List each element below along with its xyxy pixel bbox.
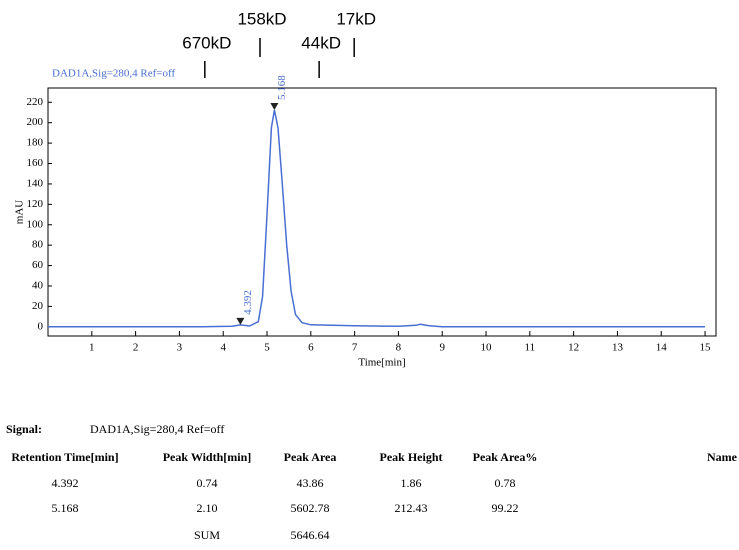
peak-label: 5.168: [276, 75, 288, 100]
table-cell: 0.78: [495, 476, 516, 490]
x-tick-label: 1: [89, 342, 95, 354]
x-tick-label: 15: [700, 342, 712, 354]
y-tick-label: 120: [27, 198, 44, 210]
x-tick-label: 3: [177, 342, 183, 354]
x-tick-label: 11: [525, 342, 536, 354]
x-tick-label: 6: [308, 342, 314, 354]
x-tick-label: 4: [220, 342, 226, 354]
y-tick-label: 160: [27, 157, 44, 169]
x-tick-label: 14: [656, 342, 668, 354]
table-cell: 4.392: [52, 476, 79, 490]
x-tick-label: 9: [439, 342, 445, 354]
y-tick-label: 40: [32, 280, 44, 292]
size-marker-label: 44kD: [301, 33, 341, 52]
table-header: Peak Width[min]: [163, 450, 252, 464]
signal-label: Signal:: [6, 422, 42, 436]
x-tick-label: 5: [264, 342, 270, 354]
table-cell: 212.43: [395, 501, 428, 515]
table-cell: 5.168: [52, 501, 79, 515]
y-tick-label: 100: [27, 218, 44, 230]
x-tick-label: 13: [612, 342, 624, 354]
x-tick-label: 2: [133, 342, 139, 354]
y-tick-label: 80: [32, 239, 44, 251]
signal-value: DAD1A,Sig=280,4 Ref=off: [90, 422, 224, 436]
table-cell: 5602.78: [291, 501, 330, 515]
table-cell: 2.10: [197, 501, 218, 515]
table-cell: 43.86: [297, 476, 324, 490]
y-tick-label: 180: [27, 137, 44, 149]
x-tick-label: 12: [568, 342, 579, 354]
y-tick-label: 0: [38, 320, 44, 332]
signal-name: DAD1A,Sig=280,4 Ref=off: [52, 68, 175, 80]
table-header: Peak Height: [380, 450, 443, 464]
sum-value: 5646.64: [291, 528, 330, 542]
table-cell: 1.86: [401, 476, 422, 490]
y-tick-label: 220: [27, 96, 44, 108]
size-marker-label: 670kD: [182, 33, 231, 52]
peak-label: 4.392: [242, 290, 254, 315]
table-header: Name: [707, 450, 738, 464]
table-header: Peak Area%: [473, 450, 538, 464]
x-axis-label: Time[min]: [358, 357, 405, 369]
table-cell: 0.74: [197, 476, 218, 490]
size-marker-label: 17kD: [336, 9, 376, 28]
table-cell: 99.22: [492, 501, 519, 515]
y-axis-label: mAU: [14, 200, 26, 225]
peak-marker: [270, 103, 279, 111]
x-tick-label: 10: [481, 342, 493, 354]
peak-marker: [236, 317, 245, 325]
sum-label: SUM: [194, 528, 220, 542]
trace: [48, 109, 705, 328]
x-tick-label: 8: [396, 342, 402, 354]
y-tick-label: 60: [32, 259, 44, 271]
y-tick-label: 140: [27, 177, 44, 189]
y-tick-label: 20: [32, 300, 44, 312]
table-header: Retention Time[min]: [11, 450, 118, 464]
plot-frame: [47, 87, 717, 337]
size-marker-label: 158kD: [237, 9, 286, 28]
x-tick-label: 7: [352, 342, 358, 354]
y-tick-label: 200: [27, 116, 44, 128]
table-header: Peak Area: [284, 450, 337, 464]
